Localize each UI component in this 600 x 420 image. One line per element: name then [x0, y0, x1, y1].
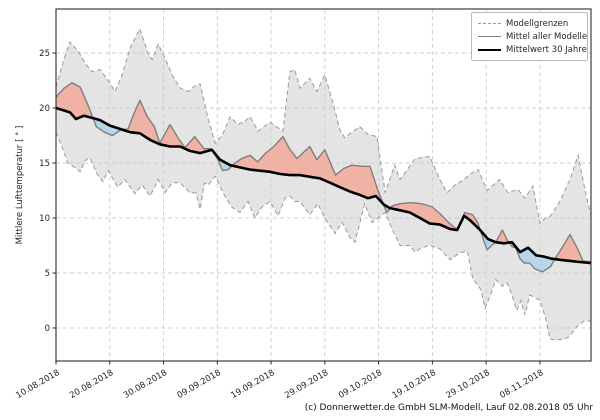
warm-anomaly-area: [554, 234, 591, 263]
legend-label: Mittel aller Modelle: [506, 31, 588, 42]
warm-anomaly-area: [495, 230, 509, 244]
legend-box: Modellgrenzen Mittel aller Modelle Mitte…: [471, 12, 588, 61]
black-line-sample-icon: [478, 48, 501, 51]
x-tick-label: 10.08.2018: [14, 368, 61, 401]
x-tick-label: 19.10.2018: [391, 368, 438, 401]
x-tick-label: 19.09.2018: [229, 368, 276, 401]
x-tick-label: 08.11.2018: [498, 368, 545, 401]
y-tick-label: 0: [45, 324, 50, 334]
cold-anomaly-area: [211, 149, 233, 171]
legend-item-modellgrenzen: Modellgrenzen: [478, 17, 581, 30]
y-tick-label: 5: [45, 269, 50, 279]
plot-border: [55, 8, 592, 362]
cold-anomaly-area: [93, 118, 123, 136]
warm-anomaly-area: [122, 100, 212, 154]
y-tick-label: 20: [39, 104, 50, 114]
y-tick-label: 10: [39, 214, 50, 224]
mean-30-years-line: [55, 106, 592, 265]
gray-line-sample-icon: [478, 36, 501, 37]
warm-anomaly-area: [390, 202, 458, 231]
dashed-line-sample-icon: [478, 23, 501, 24]
x-tick-label: 20.08.2018: [68, 368, 115, 401]
y-tick-label: 25: [39, 49, 50, 59]
legend-item-mittel-aller-modelle: Mittel aller Modelle: [478, 30, 587, 43]
x-tick-label: 29.10.2018: [444, 368, 491, 401]
y-axis-label: Mittlere Lufttemperatur [ ° ]: [15, 125, 25, 245]
x-tick-label: 09.09.2018: [176, 368, 223, 401]
y-tick-label: 15: [39, 159, 50, 169]
x-tick-label: 09.10.2018: [337, 368, 384, 401]
warm-anomaly-area: [232, 136, 384, 205]
copyright-caption: (c) Donnerwetter.de GmbH SLM-Modell, Lau…: [304, 403, 593, 413]
model-range-band: [56, 28, 591, 341]
x-tick-label: 29.09.2018: [283, 368, 330, 401]
model-range-upper-bound: [55, 27, 592, 225]
legend-item-mittelwert-30-jahre: Mittelwert 30 Jahre: [478, 43, 587, 56]
x-tick-label: 30.08.2018: [122, 368, 169, 401]
cold-anomaly-area: [508, 242, 555, 272]
legend-label: Mittelwert 30 Jahre: [506, 44, 587, 55]
legend-label: Modellgrenzen: [506, 18, 569, 29]
